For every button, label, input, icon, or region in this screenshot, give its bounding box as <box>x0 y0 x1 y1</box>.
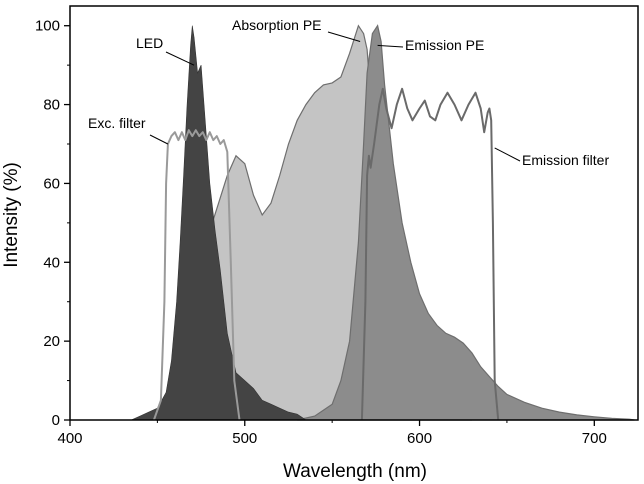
series-layer <box>131 24 635 421</box>
annotation-emission-pe: Emission PE <box>405 37 484 53</box>
x-tick-label: 700 <box>582 430 607 447</box>
x-tick-label: 500 <box>232 430 257 447</box>
y-tick-label: 40 <box>43 254 60 271</box>
annotations: LED Absorption PE Emission PE Exc. filter Em… <box>88 17 609 168</box>
series-exc-filter-line <box>152 129 241 421</box>
x-tick-label: 400 <box>57 430 82 447</box>
plot-frame <box>69 5 639 421</box>
annotation-leader-absorption-pe <box>327 31 361 42</box>
annotation-led: LED <box>136 35 163 51</box>
y-tick-label: 0 <box>52 412 60 429</box>
annotation-leader-led <box>165 51 195 66</box>
annotation-exc-filter: Exc. filter <box>88 115 146 131</box>
annotation-leader-exc-filter <box>149 134 169 145</box>
y-tick-label: 60 <box>43 175 60 192</box>
annotation-emission-filter: Emission filter <box>522 152 609 168</box>
series-emission-pe-area <box>297 24 635 421</box>
y-tick-label: 20 <box>43 333 60 350</box>
plot-border <box>69 5 639 421</box>
series-led-area <box>131 25 307 421</box>
y-axis-title: Intensity (%) <box>1 162 22 268</box>
series-emission-filter-line <box>360 87 500 421</box>
annotation-leader-emission-filter <box>494 147 521 162</box>
x-tick-label: 600 <box>407 430 432 447</box>
x-axis-title: Wavelength (nm) <box>283 461 427 482</box>
y-tick-label: 100 <box>35 18 60 35</box>
axis-ticks: 400 500 600 700 0 20 40 60 80 100 <box>35 18 607 447</box>
annotation-leader-emission-pe <box>377 44 404 48</box>
y-tick-label: 80 <box>43 97 60 114</box>
annotation-absorption-pe: Absorption PE <box>232 17 322 33</box>
